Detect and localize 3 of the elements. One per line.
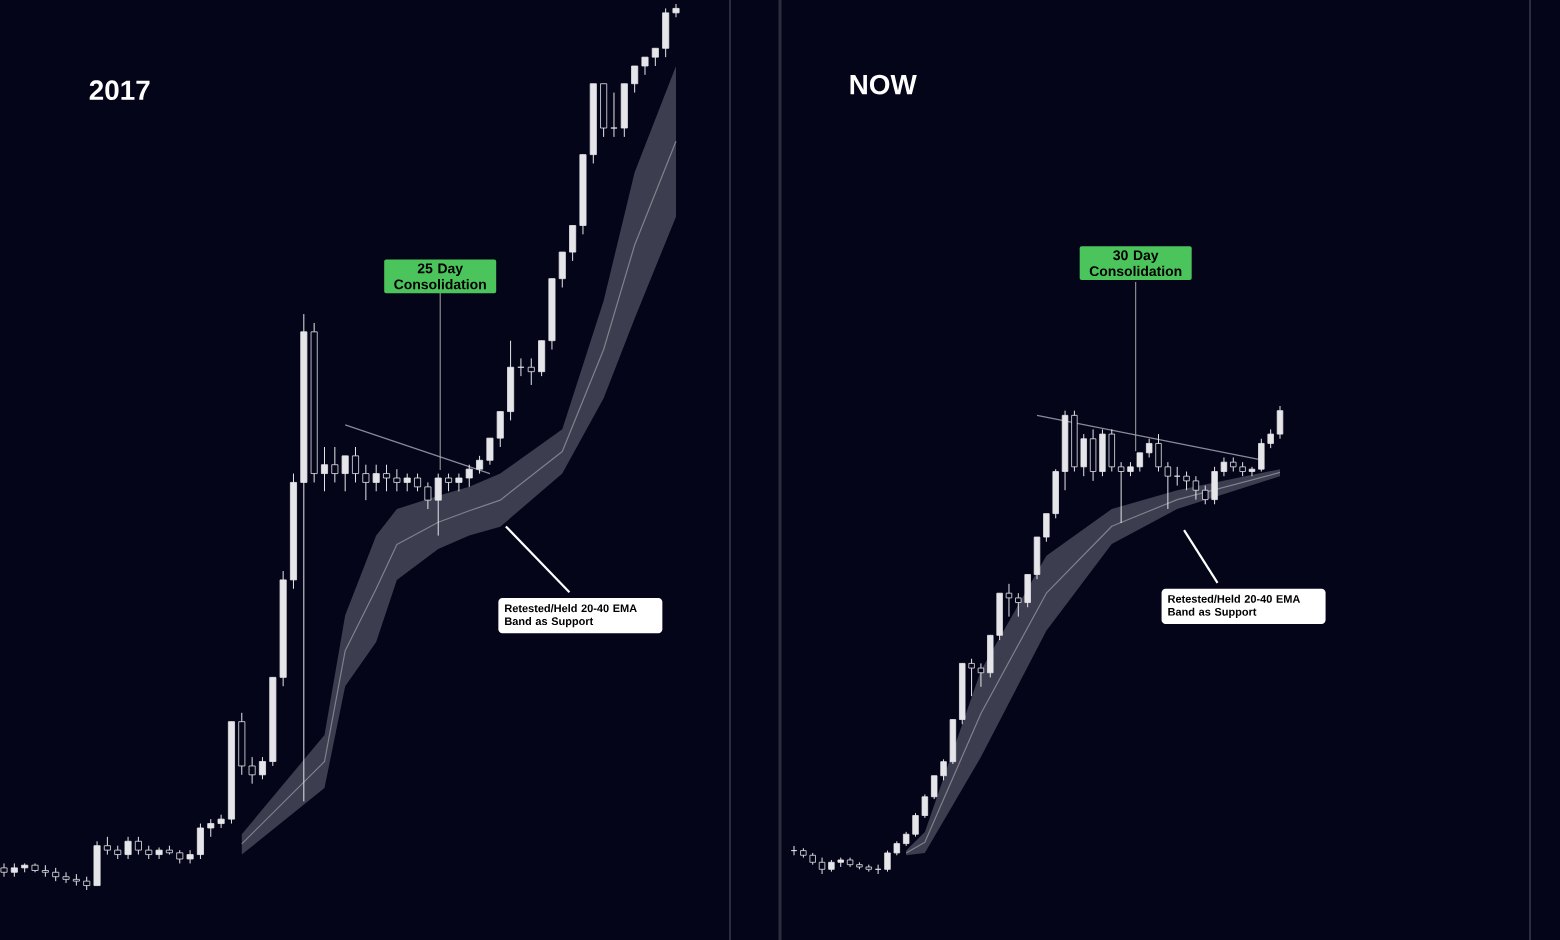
text: 2017: [89, 80, 150, 101]
candlestick: [610, 92, 618, 138]
chart-title: NOW: [850, 74, 917, 95]
